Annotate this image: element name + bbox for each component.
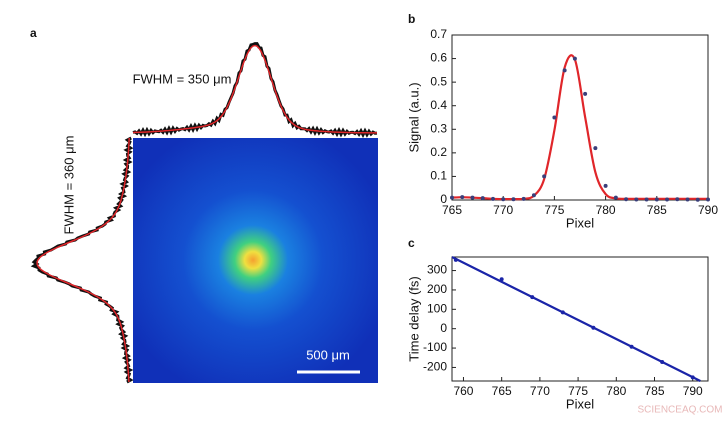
y-tick-label: 0.4: [430, 98, 447, 112]
data-point: [511, 197, 516, 202]
y-tick-label: -200: [423, 360, 447, 374]
x-tick-label: 785: [644, 384, 664, 398]
data-point: [470, 195, 475, 200]
data-point: [654, 197, 659, 202]
data-point: [665, 197, 670, 202]
panel-label: a: [30, 26, 37, 40]
data-point: [521, 196, 526, 201]
data-point: [685, 197, 690, 202]
data-point: [593, 146, 598, 151]
fit-line: [451, 54, 708, 201]
plot-frame: [451, 34, 709, 201]
data-point: [542, 174, 547, 179]
y-axis-label: Time delay (fs): [406, 276, 421, 361]
data-point: [560, 310, 565, 315]
data-point: [490, 196, 495, 201]
data-point: [552, 115, 557, 120]
annotation: FWHM = 360 μm: [61, 136, 76, 235]
data-point: [499, 277, 504, 282]
x-axis-label: Pixel: [566, 215, 594, 230]
data-point: [675, 197, 680, 202]
x-tick-label: 765: [442, 203, 462, 217]
data-point: [603, 183, 608, 188]
x-tick-label: 790: [683, 384, 703, 398]
data-point: [695, 197, 700, 202]
data-point: [572, 56, 577, 61]
data-point: [634, 197, 639, 202]
y-tick-label: 300: [427, 263, 447, 277]
y-axis-label: Signal (a.u.): [406, 82, 421, 152]
data-point: [460, 195, 465, 200]
data-point: [613, 195, 618, 200]
data-point: [562, 68, 567, 73]
panel-label: c: [408, 236, 415, 250]
scale-bar-label: 500 μm: [306, 347, 350, 362]
x-tick-label: 790: [698, 203, 718, 217]
data-point: [660, 360, 665, 365]
x-axis-label: Pixel: [566, 396, 594, 411]
fit-line: [451, 256, 701, 382]
projection-fit: [36, 137, 130, 383]
projection-fit: [132, 44, 377, 134]
x-tick-label: 765: [492, 384, 512, 398]
y-tick-label: 100: [427, 301, 447, 315]
y-tick-label: 0: [440, 321, 447, 335]
data-point: [531, 193, 536, 198]
data-point: [644, 197, 649, 202]
data-point: [706, 197, 710, 202]
projection-data: [132, 42, 378, 139]
projection-data: [30, 136, 134, 384]
data-point: [450, 195, 454, 200]
data-point: [629, 344, 634, 349]
y-tick-label: 0.5: [430, 74, 447, 88]
data-point: [690, 375, 695, 380]
y-tick-label: 0.6: [430, 51, 447, 65]
x-tick-label: 760: [453, 384, 473, 398]
x-tick-label: 785: [647, 203, 667, 217]
watermark: SCIENCEAQ.COM: [637, 405, 722, 416]
panel-label: b: [408, 12, 415, 26]
y-tick-label: 0: [440, 192, 447, 206]
y-tick-label: 0.2: [430, 145, 447, 159]
data-point: [530, 295, 535, 300]
annotation: FWHM = 350 μm: [133, 71, 232, 86]
x-tick-label: 770: [530, 384, 550, 398]
y-tick-label: -100: [423, 340, 447, 354]
y-tick-label: 200: [427, 282, 447, 296]
plot-frame: [451, 256, 709, 382]
x-tick-label: 770: [493, 203, 513, 217]
y-tick-label: 0.1: [430, 169, 447, 183]
data-point: [624, 197, 629, 202]
beam-image: [133, 138, 378, 383]
data-point: [501, 197, 506, 202]
x-tick-label: 775: [568, 384, 588, 398]
data-point: [453, 257, 458, 262]
x-tick-label: 780: [596, 203, 616, 217]
x-tick-label: 780: [606, 384, 626, 398]
x-tick-label: 775: [544, 203, 564, 217]
data-point: [583, 91, 588, 96]
data-point: [480, 196, 485, 201]
data-point: [591, 325, 596, 330]
y-tick-label: 0.7: [430, 27, 447, 41]
y-tick-label: 0.3: [430, 121, 447, 135]
